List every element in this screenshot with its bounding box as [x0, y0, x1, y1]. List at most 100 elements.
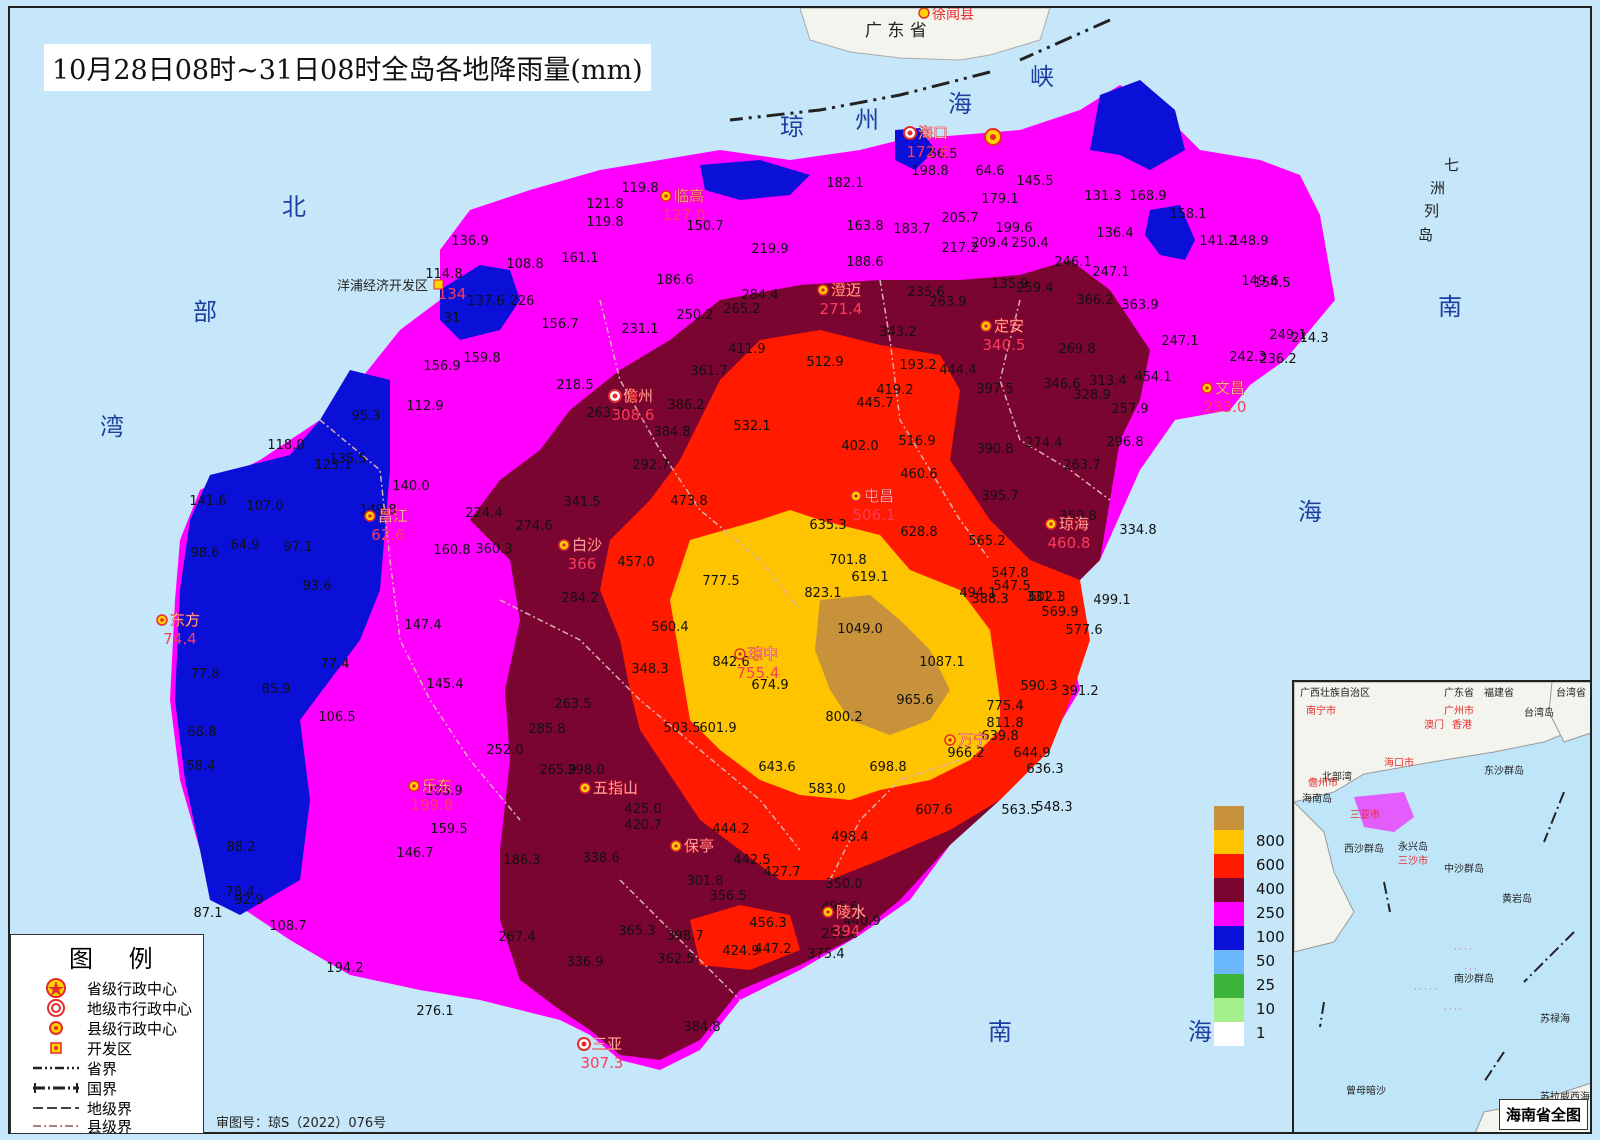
city-name: 保亭 — [684, 837, 714, 855]
city-rain: 199.8 — [411, 796, 454, 814]
city-name: 东方 — [170, 611, 200, 629]
gulf-char-3: 湾 — [100, 413, 124, 441]
station-value: 560.4 — [651, 620, 688, 635]
legend-item-national-border: 国界 — [33, 1079, 117, 1098]
station-value: 119.8 — [586, 215, 623, 230]
provincial-capital-icon — [984, 128, 1002, 146]
station-value: 823.1 — [804, 586, 841, 601]
station-value: 298.0 — [567, 763, 604, 778]
inset-title: 海南省全图 — [1498, 1099, 1588, 1130]
svg-text:· · · · ·: · · · · · — [1414, 985, 1437, 994]
zone-50e — [1145, 205, 1195, 260]
station-value: 384.8 — [683, 1020, 720, 1035]
station-value: 397.5 — [976, 382, 1013, 397]
station-value: 193.2 — [899, 358, 936, 373]
inset-map-svg: · · · · · · · · · · · · · · · · 广西壮族自治区 广东省福… — [1294, 682, 1590, 1132]
station-value: 292.7 — [632, 458, 669, 473]
station-value: 494.1 — [959, 586, 996, 601]
station-value: 188.6 — [846, 255, 883, 270]
sea-labels: 琼 州 海 峡 北 部 湾 南 海 南 海 — [100, 63, 1462, 1046]
station-value: 577.6 — [1065, 623, 1102, 638]
station-value: 456.3 — [749, 916, 786, 931]
station-value: 250.4 — [1011, 236, 1048, 251]
station-value: 313.4 — [1089, 374, 1126, 389]
border-line — [33, 1083, 79, 1093]
station-value: 235.6 — [907, 285, 944, 300]
station-value: 447.2 — [754, 942, 791, 957]
scale-label: 10 — [1256, 1000, 1276, 1018]
legend-item-prefecture-border: 地级界 — [33, 1099, 133, 1118]
station-value: 775.4 — [986, 699, 1023, 714]
station-value: 145.5 — [1016, 174, 1053, 189]
station-value: 284.2 — [561, 591, 598, 606]
station-value: 198.8 — [911, 164, 948, 179]
station-value: 263.7 — [1063, 458, 1100, 473]
station-value: 78.4 — [226, 885, 255, 900]
inset-place: 海南岛 — [1302, 792, 1332, 805]
station-value: 363.9 — [1121, 298, 1158, 313]
station-value: 123.1 — [314, 458, 351, 473]
inset-place: 儋州市 — [1308, 776, 1338, 789]
station-value: 643.6 — [758, 760, 795, 775]
station-value: 343.2 — [879, 325, 916, 340]
station-value: 444.4 — [939, 363, 976, 378]
inset-place: 福建省 — [1484, 686, 1514, 699]
inset-place: 三沙市 — [1398, 854, 1428, 867]
xuwen-label: 徐闻县 — [932, 7, 974, 23]
city-name: 白沙 — [572, 536, 602, 554]
station-value: 516.9 — [898, 434, 935, 449]
station-value: 547.8 — [991, 566, 1028, 581]
inset-place: 台湾省 — [1556, 686, 1586, 699]
star-circle-icon — [46, 978, 66, 998]
inset-place: 曾母暗沙 — [1346, 1084, 1386, 1097]
station-value: 427.7 — [763, 865, 800, 880]
station-value: 147.4 — [404, 618, 441, 633]
scale-swatch — [1214, 998, 1244, 1022]
legend-item-devzone: 开发区 — [33, 1039, 132, 1058]
city-rain: 307.3 — [581, 1054, 624, 1072]
svg-text:· · ·: · · · — [1464, 965, 1477, 974]
station-value: 698.8 — [869, 760, 906, 775]
station-value: 444.2 — [712, 822, 749, 837]
station-value: 145.4 — [426, 677, 463, 692]
scale-label: 50 — [1256, 952, 1276, 970]
station-value: 388.3 — [971, 592, 1008, 607]
station-value: 263.8 — [586, 406, 623, 421]
station-value: 384.8 — [653, 425, 690, 440]
station-value: 246.1 — [1054, 255, 1091, 270]
square-dot-icon — [50, 1042, 62, 1054]
station-value: 186.3 — [503, 853, 540, 868]
station-value: 425.0 — [624, 802, 661, 817]
zone-400b — [690, 905, 800, 970]
station-value: 231.1 — [621, 322, 658, 337]
station-value: 375.4 — [807, 947, 844, 962]
east-sea-char-1: 南 — [1438, 293, 1462, 321]
station-value: 512.9 — [806, 355, 843, 370]
station-value: 150.7 — [686, 219, 723, 234]
station-value: 532.1 — [733, 419, 770, 434]
station-value: 398.7 — [666, 929, 703, 944]
city-rain: 127.0 — [663, 206, 706, 224]
station-value: 565.2 — [968, 534, 1005, 549]
inset-place: 苏禄海 — [1540, 1012, 1570, 1025]
station-value: 118.0 — [267, 438, 304, 453]
station-value: 31 — [444, 311, 461, 326]
legend-label: 地级界 — [87, 1099, 133, 1118]
station-value: 590.3 — [1020, 679, 1057, 694]
station-value: 160.8 — [433, 543, 470, 558]
station-value: 800.2 — [825, 710, 862, 725]
station-value: 473.8 — [670, 494, 707, 509]
legend-item-province-border: 省界 — [33, 1059, 117, 1078]
dash-line — [33, 1107, 79, 1109]
scale-swatch — [1214, 878, 1244, 902]
station-value: 168.9 — [1129, 189, 1166, 204]
scale-label: 800 — [1256, 832, 1285, 850]
station-value: 121.8 — [586, 197, 623, 212]
station-value: 350.8 — [1059, 509, 1096, 524]
station-value: 274.6 — [515, 519, 552, 534]
station-value: 249.1 — [1269, 328, 1306, 343]
station-value: 214.3 — [1291, 331, 1328, 346]
station-value: 362.5 — [657, 952, 694, 967]
